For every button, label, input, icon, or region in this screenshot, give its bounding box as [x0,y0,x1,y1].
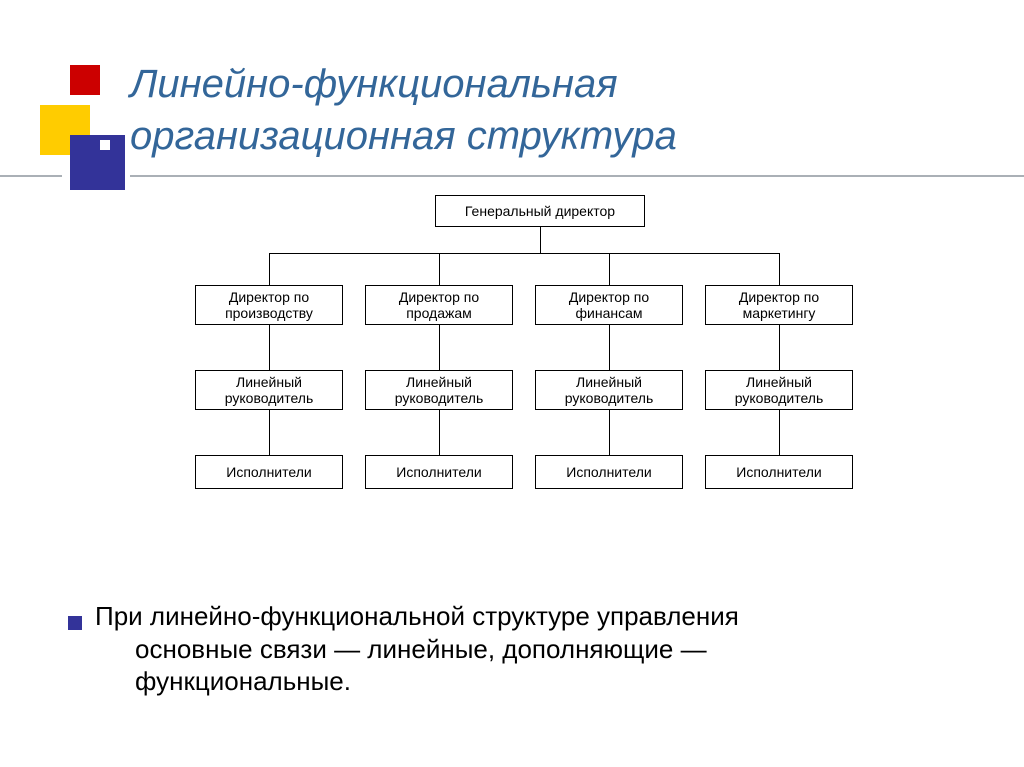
connector-bus-to-director-2 [609,253,610,285]
org-node-root: Генеральный директор [435,195,645,227]
connector-manager-to-exec-3 [779,410,780,455]
connector-manager-to-exec-2 [609,410,610,455]
title-line-1: Линейно-функциональная [130,58,677,110]
connector-manager-to-exec-0 [269,410,270,455]
org-node-d2: Директор пофинансам [535,285,683,325]
slide-title: Линейно-функциональная организационная с… [130,58,677,162]
org-node-e0: Исполнители [195,455,343,489]
connector-director-to-manager-0 [269,325,270,370]
org-node-e1: Исполнители [365,455,513,489]
connector-director-to-manager-2 [609,325,610,370]
bullet-square-icon [68,616,82,630]
description-line: При линейно-функциональной структуре упр… [95,600,739,633]
slide-root: Линейно-функциональная организационная с… [0,0,1024,767]
connector-bus [269,253,779,254]
connector-manager-to-exec-1 [439,410,440,455]
org-node-e2: Исполнители [535,455,683,489]
description-line: функциональные. [95,665,739,698]
org-node-m0: Линейныйруководитель [195,370,343,410]
connector-root-down [540,227,541,253]
connector-director-to-manager-1 [439,325,440,370]
connector-bus-to-director-0 [269,253,270,285]
org-node-d3: Директор помаркетингу [705,285,853,325]
description-text: При линейно-функциональной структуре упр… [95,600,739,698]
org-node-d1: Директор попродажам [365,285,513,325]
org-node-m3: Линейныйруководитель [705,370,853,410]
org-node-m1: Линейныйруководитель [365,370,513,410]
description-line: основные связи — линейные, дополняющие — [95,633,739,666]
connector-bus-to-director-3 [779,253,780,285]
connector-director-to-manager-3 [779,325,780,370]
title-underline-right [130,175,1024,177]
org-node-e3: Исполнители [705,455,853,489]
decor-square-white [100,140,110,150]
connector-bus-to-director-1 [439,253,440,285]
org-node-d0: Директор попроизводству [195,285,343,325]
title-underline-left [0,175,62,177]
title-line-2: организационная структура [130,110,677,162]
decor-square-red [70,65,100,95]
org-node-m2: Линейныйруководитель [535,370,683,410]
decor-square-blue [70,135,125,190]
